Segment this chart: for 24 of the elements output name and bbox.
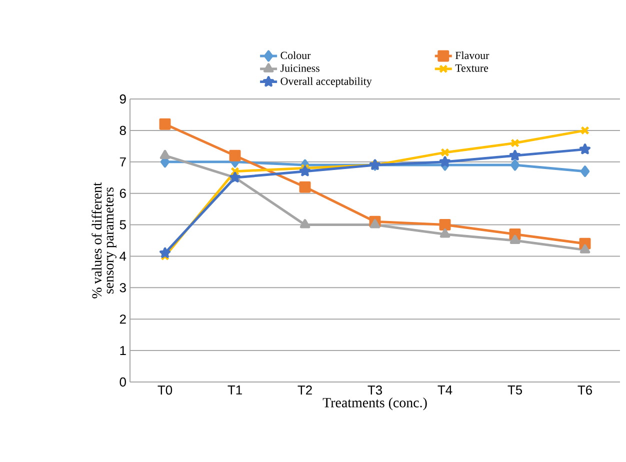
y-tick-label: 5 [120, 220, 126, 230]
x-tick-label: T6 [578, 386, 592, 395]
x-tick-label: T1 [228, 386, 242, 394]
legend-label: Overall acceptability [280, 77, 372, 88]
y-tick-label: 0 [120, 377, 126, 387]
x-tick-label: T0 [158, 386, 172, 395]
x-axis-title: Treatments (conc.) [322, 398, 427, 410]
legend-label: Flavour [455, 51, 490, 60]
x-tick-label: T3 [368, 386, 382, 395]
y-tick-label: 4 [120, 252, 126, 261]
legend-label: Colour [280, 51, 311, 60]
y-tick-label: 2 [120, 314, 126, 324]
y-axis-title: % values of different sensory parameters [92, 182, 116, 298]
y-tick-label: 6 [120, 188, 126, 198]
y-tick-label: 8 [120, 126, 126, 136]
y-tick-label: 9 [120, 94, 126, 104]
y-tick-label: 3 [120, 283, 126, 292]
legend-label: Juiciness [280, 64, 320, 72]
x-tick-label: T2 [298, 386, 312, 395]
x-tick-label: T4 [438, 386, 452, 394]
y-tick-label: 7 [120, 157, 126, 166]
x-tick-label: T5 [508, 386, 522, 395]
y-tick-label: 1 [120, 346, 126, 356]
legend-label: Texture [455, 64, 488, 72]
